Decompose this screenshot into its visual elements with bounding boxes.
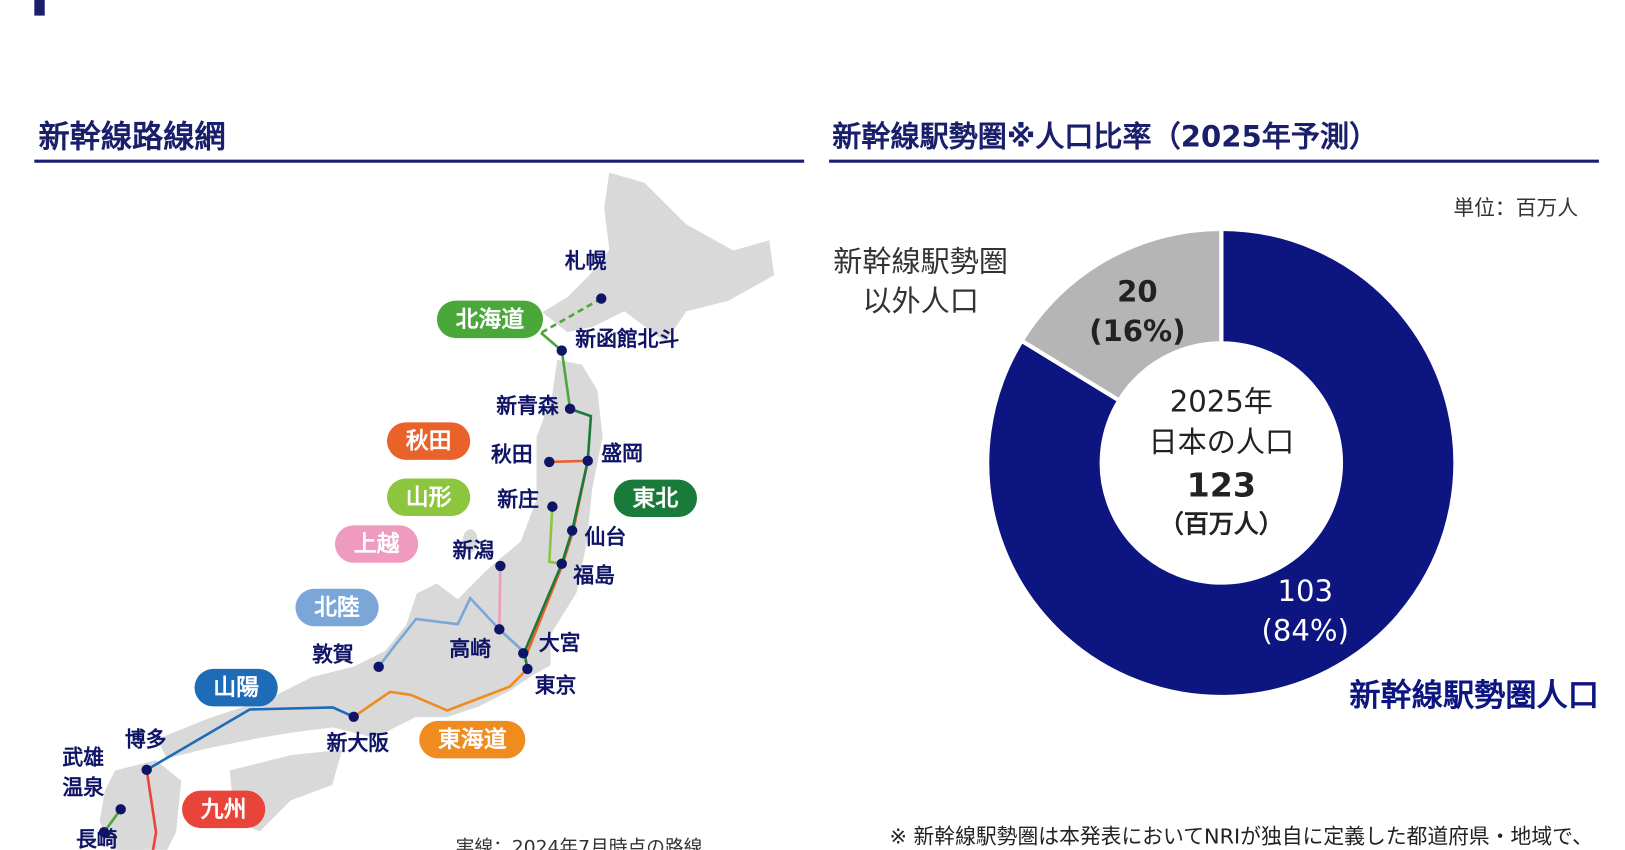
value-label: 103 xyxy=(1277,574,1333,608)
station xyxy=(522,663,533,675)
line-label: 山陽 xyxy=(213,675,259,701)
rail-line xyxy=(145,769,158,850)
station-label: 高崎 xyxy=(449,637,491,661)
percent-label: (16%) xyxy=(1089,314,1185,348)
line-label: 北海道 xyxy=(456,306,525,333)
station-label: 仙台 xyxy=(585,525,627,549)
line-pill xyxy=(613,479,698,518)
center-label: 日本の人口 xyxy=(1149,425,1295,459)
map-note: 実線：2024年7月時点の路線 xyxy=(456,837,703,850)
station-label: 新青森 xyxy=(496,394,560,418)
line-pill xyxy=(334,525,419,563)
station xyxy=(518,648,529,659)
value-label: 20 xyxy=(1117,274,1158,308)
rail-line xyxy=(146,706,355,771)
center-unit: （百万人） xyxy=(1159,509,1284,538)
station-label: 新大阪 xyxy=(327,731,390,755)
line-label: 上越 xyxy=(354,532,400,558)
station xyxy=(98,827,110,838)
station-label: 長崎 xyxy=(76,828,118,850)
line-label: 北陸 xyxy=(314,595,360,621)
station-label: 東京 xyxy=(535,674,577,698)
line-pill xyxy=(386,422,471,460)
line-pill xyxy=(295,588,379,627)
title-bar xyxy=(34,0,45,16)
station xyxy=(582,455,593,467)
station xyxy=(495,560,506,572)
map-title: 新幹線路線網 xyxy=(38,119,225,155)
station xyxy=(596,293,607,304)
station-label: 博多 xyxy=(125,728,167,752)
station xyxy=(115,804,126,815)
category-label: 新幹線駅勢圏人口 xyxy=(1349,678,1599,714)
station-label: 新潟 xyxy=(453,538,495,562)
station xyxy=(564,403,576,415)
donut-slice xyxy=(985,226,1458,700)
station xyxy=(544,456,555,468)
line-label: 東北 xyxy=(633,486,679,512)
chart-title: 新幹線駅勢圏※人口比率（2025年予測） xyxy=(832,119,1378,153)
line-label: 秋田 xyxy=(406,429,452,455)
station xyxy=(348,711,359,722)
station-label: 大宮 xyxy=(539,631,581,655)
rail-line xyxy=(540,297,602,335)
station-label: 温泉 xyxy=(62,776,104,800)
line-label: 山形 xyxy=(406,485,452,511)
center-year: 2025年 xyxy=(1170,385,1273,419)
station-label: 札幌 xyxy=(564,249,607,273)
unit: 単位：百万人 xyxy=(1453,196,1578,220)
station xyxy=(556,345,567,356)
line-pill xyxy=(194,668,278,707)
station xyxy=(566,525,578,536)
footnote: ※ 新幹線駅勢圏は本発表においてNRIが独自に定義した都道府県・地域で、 xyxy=(889,824,1592,848)
line-pill xyxy=(419,720,526,759)
percent-label: (84%) xyxy=(1262,613,1349,647)
station-label: 敦賀 xyxy=(312,642,354,666)
line-pill xyxy=(386,478,471,516)
center-value: 123 xyxy=(1187,465,1256,504)
station-label: 新函館北斗 xyxy=(575,327,679,351)
station-label: 武雄 xyxy=(62,745,104,769)
line-label: 九州 xyxy=(200,797,247,823)
station-label: 秋田 xyxy=(491,443,533,467)
line-pill xyxy=(436,300,544,339)
category-label: 新幹線駅勢圏以外人口 xyxy=(833,244,1009,319)
station-label: 盛岡 xyxy=(601,442,643,466)
station-label: 新庄 xyxy=(497,487,539,511)
station xyxy=(556,558,567,570)
line-label: 東海道 xyxy=(438,726,507,753)
line-pill xyxy=(182,790,266,829)
donut-slice xyxy=(1018,226,1224,404)
station xyxy=(547,501,558,512)
station xyxy=(494,624,505,635)
rail-line xyxy=(352,667,529,718)
station xyxy=(141,764,152,776)
station xyxy=(373,661,384,673)
station-label: 福島 xyxy=(572,563,615,587)
